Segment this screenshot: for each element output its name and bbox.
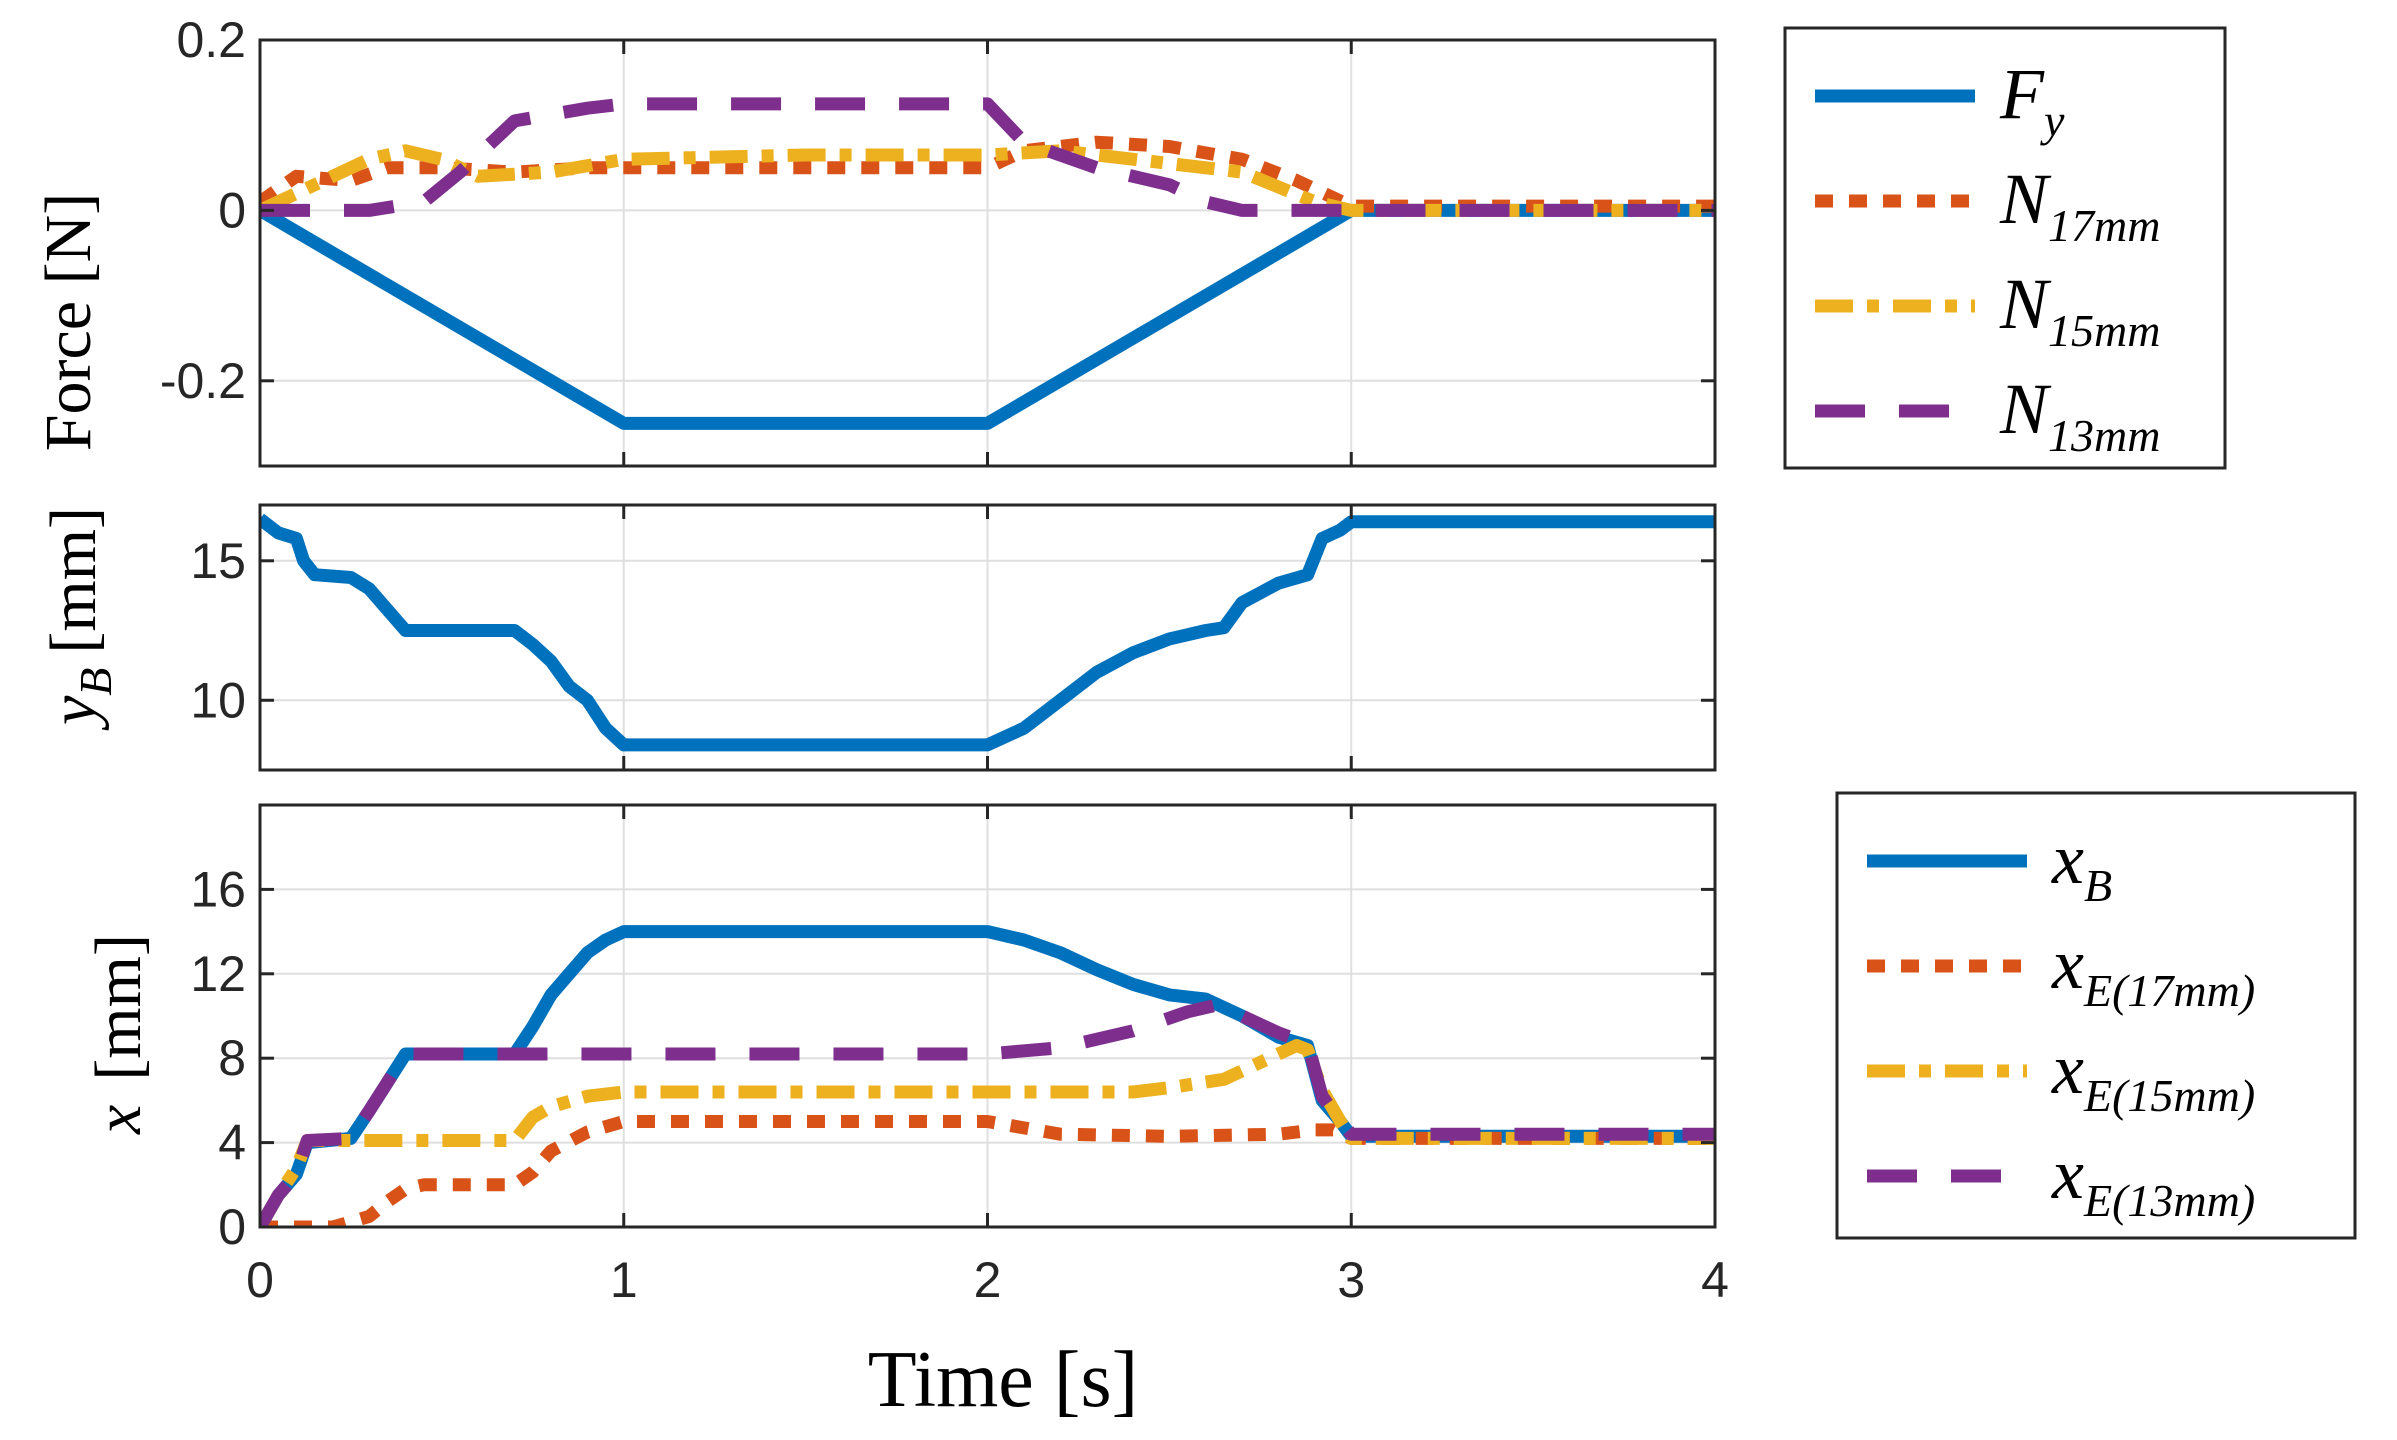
x-xtick-label-3: 3 [1337, 1252, 1365, 1308]
x-axis-label: Time [s] [868, 1336, 1138, 1424]
x-ytick-label-0: 0 [218, 1199, 246, 1255]
force-legend-label-3: N13mm [1999, 369, 2160, 461]
x-ytick-label-3: 12 [190, 946, 246, 1002]
yB-ylabel: yB [mm] [37, 507, 121, 731]
x-xtick-label-4: 4 [1701, 1252, 1729, 1308]
x-legend-label-0: xB [2051, 819, 2112, 911]
x-ytick-label-4: 16 [190, 861, 246, 917]
force-legend-label-0: Fy [1999, 54, 2065, 146]
force-panel: -0.2 0 0.2 [160, 12, 1717, 468]
yB-ytick-label-1: 15 [190, 533, 246, 589]
yB-ylabel-base: y [37, 695, 110, 731]
force-series-n-15mm [260, 144, 1715, 217]
yB-panel: 10 15 [190, 503, 1717, 772]
x-xtick-label-2: 2 [974, 1252, 1002, 1308]
force-series-n-13mm [260, 97, 1715, 217]
x-ylabel-base: x [82, 1105, 155, 1135]
x-ytick-label-1: 4 [218, 1115, 246, 1171]
x-legend-label-1: xE(17mm) [2051, 924, 2255, 1016]
force-ytick-label-1: 0 [218, 182, 246, 238]
force-legend-label-2: N15mm [1999, 264, 2160, 356]
x-series-x-e-13mm- [260, 996, 1715, 1227]
force-legend-label-1: N17mm [1999, 159, 2160, 251]
x-legend-label-3: xE(13mm) [2051, 1134, 2255, 1226]
x-legend: xB xE(17mm) xE(15mm) xE(13mm) [1835, 791, 2357, 1240]
yB-ylabel-sub: B [70, 668, 121, 696]
force-series-n-17mm [260, 135, 1715, 213]
x-series-x-e-17mm- [260, 1115, 1715, 1227]
svg-text:yB[mm]: yB [mm] [37, 507, 121, 731]
yB-series-y-b [260, 513, 1715, 752]
force-legend: Fy N17mm N15mm N13mm [1783, 26, 2227, 470]
x-ylabel: x [mm] [82, 934, 155, 1135]
force-ylabel: Force [N] [32, 193, 105, 451]
x-ytick-label-2: 8 [218, 1030, 246, 1086]
svg-text:x[mm]: x [mm] [82, 934, 155, 1135]
yB-ytick-label-0: 10 [190, 672, 246, 728]
x-legend-label-2: xE(15mm) [2051, 1029, 2255, 1121]
force-ytick-label-2: 0.2 [176, 12, 246, 68]
x-ylabel-unit: [mm] [82, 934, 155, 1081]
yB-ylabel-unit: [mm] [37, 507, 110, 654]
x-xtick-label-0: 0 [246, 1252, 274, 1308]
force-ytick-label-0: -0.2 [160, 353, 246, 409]
x-xtick-label-1: 1 [610, 1252, 638, 1308]
